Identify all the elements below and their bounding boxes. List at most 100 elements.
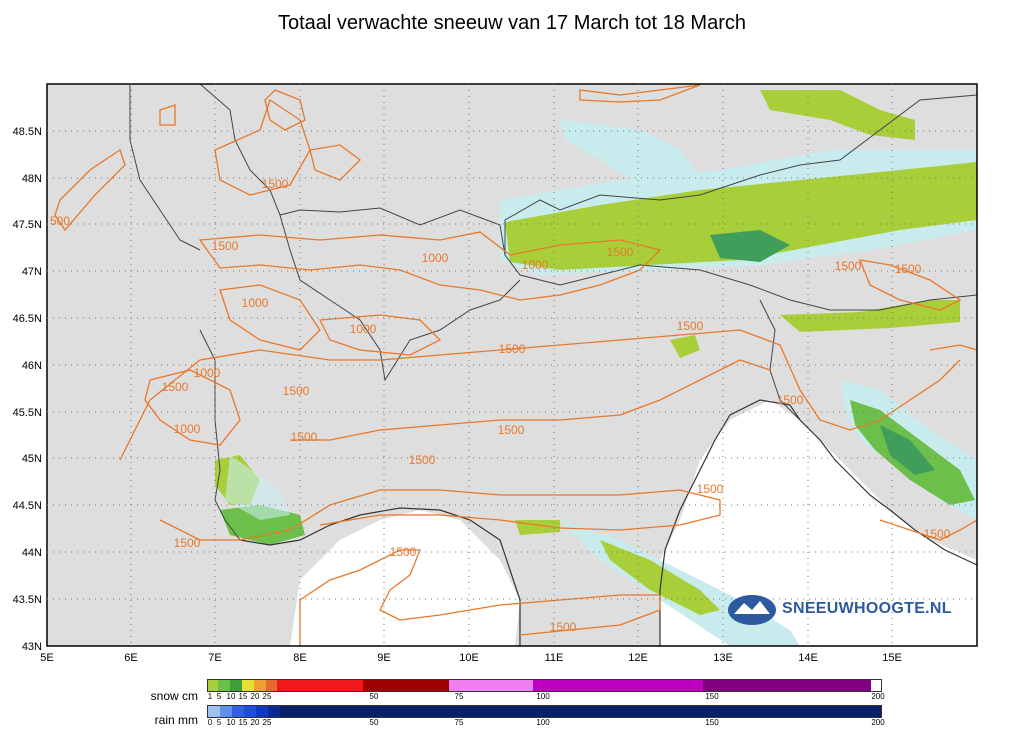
- contour-label: 1000: [174, 422, 201, 436]
- rain-tick-label: 0: [207, 718, 213, 727]
- rain-legend-swatch: [280, 706, 366, 717]
- snow-tick-label: 100: [536, 692, 550, 701]
- contour-label: 1500: [550, 620, 577, 634]
- rain-tick-label: 75: [454, 718, 464, 727]
- lon-label: 6E: [124, 652, 137, 664]
- longitude-labels: 5E 6E 7E 8E 9E 10E 11E 12E 13E 14E 15E: [40, 652, 902, 664]
- rain-tick-label: 100: [536, 718, 550, 727]
- rain-tick-label: 50: [369, 718, 379, 727]
- contour-label: 1500: [835, 259, 862, 273]
- contour-label: 1500: [283, 384, 310, 398]
- rain-legend-swatch: [232, 706, 244, 717]
- rain-legend-swatch: [220, 706, 232, 717]
- contour-label: 1500: [390, 545, 417, 559]
- brand-logo: [728, 595, 776, 625]
- snow-legend-swatch: [363, 680, 449, 691]
- lat-label: 45.5N: [13, 407, 42, 419]
- lat-label: 44.5N: [13, 500, 42, 512]
- snow-legend-swatch: [533, 680, 703, 691]
- contour-label: 1500: [212, 239, 239, 253]
- lat-label: 43.5N: [13, 594, 42, 606]
- contour-label: 1500: [607, 245, 634, 259]
- map-title: Totaal verwachte sneeuw van 17 March tot…: [277, 12, 747, 34]
- rain-legend-label: rain mm: [154, 713, 198, 727]
- snow-color-bar: [207, 679, 882, 692]
- lat-label: 44N: [22, 547, 42, 559]
- snow-ch-small: [670, 335, 700, 358]
- contour-label: 1500: [291, 430, 318, 444]
- contour-label: 500: [50, 214, 70, 228]
- rain-ticks: 0 5 10 15 20 25 50 75 100 150 200: [207, 718, 885, 728]
- contour-label: 1500: [499, 342, 526, 356]
- lon-label: 11E: [545, 652, 564, 664]
- rain-color-bar: [207, 705, 882, 718]
- lon-label: 5E: [40, 652, 53, 664]
- contour-label: 1000: [242, 296, 269, 310]
- rain-tick-label: 20: [250, 718, 260, 727]
- lat-label: 43N: [22, 641, 42, 653]
- lon-label: 15E: [882, 652, 902, 664]
- lat-label: 45N: [22, 453, 42, 465]
- contour-label: 1500: [498, 423, 525, 437]
- snow-tick-label: 150: [705, 692, 719, 701]
- rain-legend-swatch: [706, 706, 881, 717]
- contour-label: 1500: [924, 527, 951, 541]
- lon-label: 10E: [459, 652, 479, 664]
- snow-ticks: 1 5 10 15 20 25 50 75 100 150 200: [207, 692, 885, 702]
- sea-east: [660, 400, 977, 646]
- contour-label: 1000: [350, 322, 377, 336]
- snow-tick-label: 25: [262, 692, 272, 701]
- snow-legend-swatch: [449, 680, 533, 691]
- snow-legend-swatch: [254, 680, 266, 691]
- snow-tick-label: 50: [369, 692, 379, 701]
- snow-legend-swatch: [266, 680, 277, 691]
- contour-labels: 1500 500 1500 1000 1000 1000 1500 1000 1…: [50, 177, 922, 559]
- snow-sw-light: [225, 455, 290, 520]
- lat-label: 47.5N: [13, 219, 42, 231]
- rain-legend-swatch: [208, 706, 220, 717]
- rain-tick-label: 150: [705, 718, 719, 727]
- contour-label: 1500: [697, 482, 724, 496]
- rain-legend-swatch: [268, 706, 280, 717]
- snow-top-right: [760, 90, 915, 140]
- contour-label: 1000: [522, 258, 549, 272]
- lat-label: 48N: [22, 173, 42, 185]
- snow-slo: [780, 300, 960, 332]
- snow-legend-swatch: [277, 680, 363, 691]
- rain-legend-swatch: [452, 706, 536, 717]
- rain-tick-label: 5: [216, 718, 222, 727]
- brand-name[interactable]: SNEEUWHOOGTE.NL: [782, 600, 952, 617]
- contour-label: 1500: [895, 262, 922, 276]
- contour-label: 1500: [262, 177, 289, 191]
- rain-tick-label: 25: [262, 718, 272, 727]
- rain-legend-swatch: [366, 706, 452, 717]
- snow-apennine-2: [600, 540, 720, 615]
- latitude-labels: 48.5N 48N 47.5N 47N 46.5N 46N 45.5N 45N …: [13, 126, 42, 653]
- snow-tick-label: 200: [871, 692, 885, 701]
- lat-label: 48.5N: [13, 126, 42, 138]
- snow-east-dark: [880, 425, 935, 475]
- rain-legend-swatch: [244, 706, 256, 717]
- contour-label: 1500: [777, 393, 804, 407]
- lon-label: 12E: [628, 652, 648, 664]
- contour-label: 1500: [174, 536, 201, 550]
- rain-tick-label: 10: [226, 718, 236, 727]
- lon-label: 8E: [293, 652, 306, 664]
- snow-legend-label: snow cm: [150, 689, 198, 703]
- snow-tick-label: 15: [238, 692, 248, 701]
- contour-label: 1500: [677, 319, 704, 333]
- snow-tick-label: 20: [250, 692, 260, 701]
- snow-legend-swatch: [218, 680, 230, 691]
- snow-tick-label: 5: [216, 692, 222, 701]
- snow-light-top: [560, 120, 700, 185]
- snow-band-north-dark: [710, 230, 790, 262]
- gridlines: [47, 84, 977, 646]
- lon-label: 13E: [713, 652, 733, 664]
- contours: [54, 84, 977, 646]
- contour-label: 1000: [422, 251, 449, 265]
- lon-label: 14E: [798, 652, 818, 664]
- snow-band-north: [505, 162, 977, 270]
- contour-label: 1000: [194, 366, 221, 380]
- snow-legend-swatch: [703, 680, 871, 691]
